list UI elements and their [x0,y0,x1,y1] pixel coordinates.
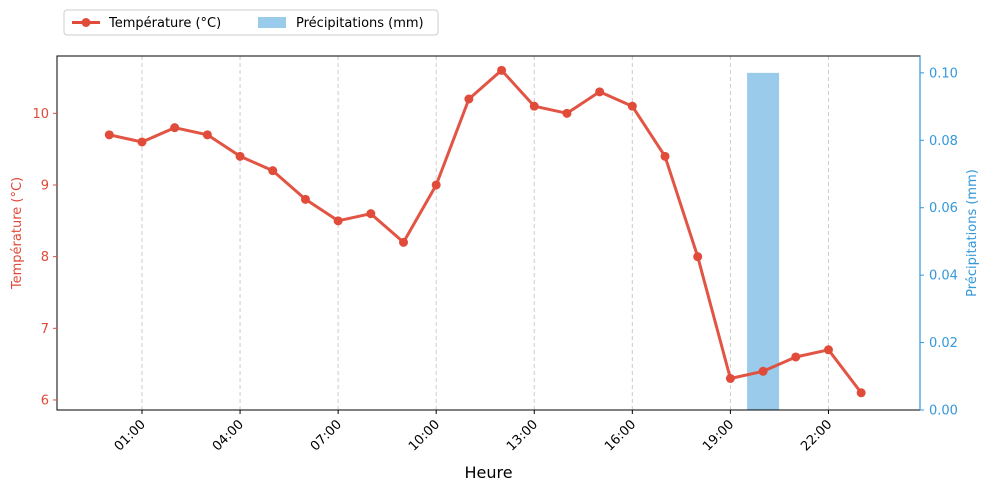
right-y-axis: 0.00 0.02 0.04 0.06 0.08 0.10 [920,66,958,419]
temperature-point [562,108,572,118]
legend: Température (°C) Précipitations (mm) [63,9,439,36]
left-y-tick-label: 8 [41,250,49,265]
right-y-tick-label: 0.02 [929,336,958,351]
temperature-point [758,366,768,376]
x-tick-label: 19:00 [700,417,737,454]
temperature-line-series [104,65,866,398]
temperature-point [693,252,703,262]
x-axis: 01:00 04:00 07:00 10:00 13:00 16:00 19:00 22:00 [112,410,835,454]
temperature-point [268,166,278,176]
temperature-point [333,216,343,226]
temperature-point [235,151,245,161]
temperature-point [529,101,539,111]
temperature-point [497,65,507,75]
temperature-point [431,180,441,190]
grid [141,56,829,410]
temperature-point [399,237,409,247]
temperature-point [660,151,670,161]
x-tick-label: 01:00 [112,417,149,454]
temperature-point [627,101,637,111]
precipitation-bar [747,72,780,410]
left-y-axis-title: Température (°C) [10,177,25,290]
x-tick-label: 13:00 [504,417,541,454]
temperature-point [170,123,180,133]
right-y-axis-title: Précipitations (mm) [965,169,980,297]
x-tick-label: 07:00 [308,417,345,454]
legend-temperature-marker [81,18,91,27]
temperature-point [856,388,866,398]
temperature-point [137,137,147,147]
right-y-tick-label: 0.06 [929,201,958,216]
precipitation-bars [747,72,780,410]
left-y-tick-label: 10 [32,107,49,122]
temperature-point [791,352,801,362]
right-y-tick-label: 0.00 [929,404,958,419]
x-axis-title: Heure [464,463,512,482]
x-tick-label: 10:00 [406,417,443,454]
left-y-tick-label: 7 [41,322,49,337]
temperature-point [300,194,310,204]
temperature-point [202,130,212,140]
temperature-point [104,130,114,140]
temperature-point [823,345,833,355]
x-tick-label: 16:00 [602,417,639,454]
left-y-tick-label: 9 [41,178,49,193]
x-tick-label: 04:00 [210,417,247,454]
temperature-point [366,209,376,219]
right-y-tick-label: 0.08 [929,134,958,149]
left-y-tick-label: 6 [41,393,49,408]
temperature-point [595,87,605,97]
legend-precipitation-swatch [258,17,286,28]
legend-frame [63,9,439,36]
plot-frame [56,55,921,411]
x-tick-label: 22:00 [798,417,835,454]
right-y-tick-label: 0.04 [929,269,958,284]
legend-precipitation-label: Précipitations (mm) [296,16,424,31]
legend-temperature-label: Température (°C) [108,16,221,31]
temperature-point [464,94,474,104]
temperature-point [725,373,735,383]
left-y-axis: 6 7 8 9 10 [32,107,57,408]
right-y-tick-label: 0.10 [929,66,958,81]
temperature-line [107,68,863,395]
